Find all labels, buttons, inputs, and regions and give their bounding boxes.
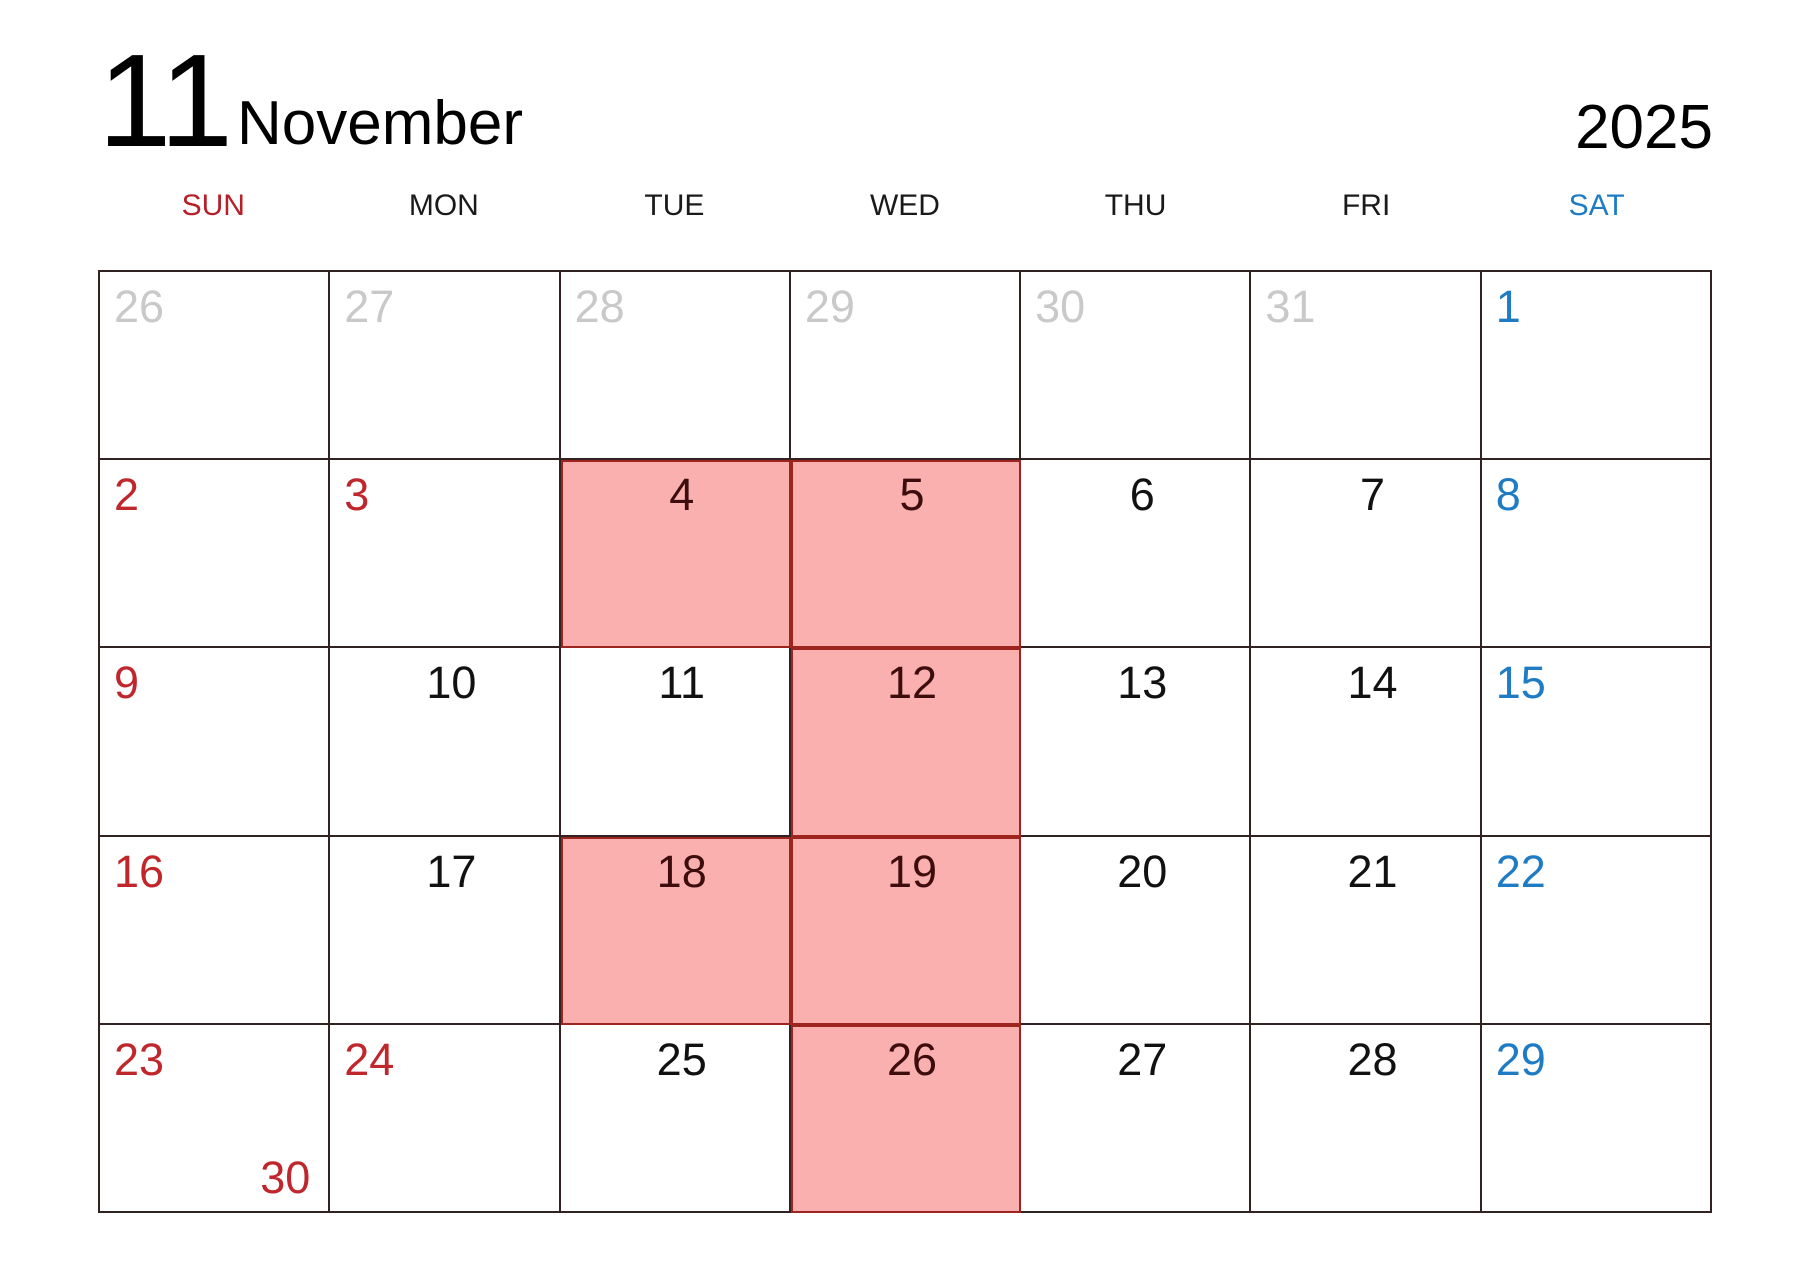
day-cell[interactable]: 26 (100, 272, 331, 461)
day-number: 30 (1035, 281, 1086, 332)
day-number: 14 (1347, 657, 1398, 709)
weekday-header-row: SUN MON TUE WED THU FRI SAT (98, 188, 1712, 224)
day-number: 10 (426, 657, 477, 709)
day-cell[interactable]: 17 (330, 836, 561, 1025)
year-label: 2025 (1575, 93, 1713, 162)
day-cell[interactable]: 21 (1251, 836, 1482, 1025)
month-title-group: 11 November (98, 26, 524, 174)
day-cell[interactable]: 29 (1481, 1024, 1712, 1213)
day-number: 4 (669, 469, 695, 521)
calendar-grid: 26 27 28 29 30 31 1 2 3 4 5 6 7 8 9 10 11 12 13 14 15 16 17 18 1… (98, 270, 1712, 1213)
day-number: 19 (886, 845, 938, 897)
weekday-header-mon: MON (408, 189, 479, 222)
day-cell[interactable]: 16 (100, 836, 331, 1025)
day-number: 11 (658, 657, 706, 709)
day-cell[interactable]: 22 (1481, 836, 1712, 1025)
weekday-header-thu: THU (1104, 189, 1167, 222)
month-name: November (237, 88, 524, 158)
day-cell[interactable]: 18 (560, 836, 791, 1025)
day-cell[interactable]: 19 (790, 836, 1022, 1025)
day-cell[interactable]: 26 (790, 1024, 1022, 1213)
day-cell[interactable]: 27 (330, 272, 561, 461)
day-number: 5 (899, 469, 925, 521)
day-number: 16 (114, 845, 165, 897)
day-cell[interactable]: 11 (560, 648, 791, 837)
day-cell[interactable]: 3 (330, 460, 561, 649)
day-cell[interactable]: 28 (560, 272, 791, 461)
day-number: 22 (1495, 845, 1546, 897)
weekday-header-tue: TUE (644, 189, 705, 222)
day-number: 25 (656, 1033, 707, 1085)
day-cell[interactable]: 10 (330, 648, 561, 837)
overflow-day-number[interactable]: 30 (260, 1151, 311, 1203)
weekday-header-fri: FRI (1341, 189, 1391, 222)
day-number: 26 (886, 1033, 938, 1085)
day-cell[interactable]: 14 (1251, 648, 1482, 837)
day-cell[interactable]: 27 (1021, 1024, 1252, 1213)
day-cell[interactable]: 31 (1251, 272, 1482, 461)
calendar-header: 11 November 2025 (98, 26, 1713, 174)
day-number: 9 (114, 657, 140, 709)
day-number: 6 (1129, 469, 1155, 521)
day-cell[interactable]: 6 (1021, 460, 1252, 649)
weekday-header-sat: SAT (1568, 189, 1625, 222)
day-cell[interactable]: 28 (1251, 1024, 1482, 1213)
day-number: 27 (1117, 1033, 1168, 1085)
day-cell[interactable]: 29 (790, 272, 1022, 461)
day-cell[interactable]: 23 30 (100, 1024, 331, 1213)
day-cell[interactable]: 9 (100, 648, 331, 837)
day-number: 1 (1495, 281, 1521, 332)
day-number: 28 (574, 281, 625, 332)
day-number: 2 (114, 469, 140, 521)
day-number: 3 (344, 469, 370, 521)
day-number: 24 (344, 1033, 395, 1085)
day-cell[interactable]: 30 (1021, 272, 1252, 461)
day-cell[interactable]: 1 (1481, 272, 1712, 461)
day-number: 18 (656, 845, 707, 897)
day-cell[interactable]: 4 (560, 460, 791, 649)
day-number: 12 (886, 657, 938, 709)
day-cell[interactable]: 12 (790, 648, 1022, 837)
day-number: 21 (1347, 845, 1398, 897)
day-number: 26 (114, 281, 165, 332)
day-cell[interactable]: 2 (100, 460, 331, 649)
weekday-header-wed: WED (869, 189, 940, 222)
day-cell[interactable]: 15 (1481, 648, 1712, 837)
day-number: 28 (1347, 1033, 1398, 1085)
day-cell[interactable]: 7 (1251, 460, 1482, 649)
day-cell[interactable]: 25 (560, 1024, 791, 1213)
day-cell[interactable]: 24 (330, 1024, 561, 1213)
day-cell[interactable]: 20 (1021, 836, 1252, 1025)
month-number: 11 (98, 26, 233, 174)
day-cell[interactable]: 5 (790, 460, 1022, 649)
day-number: 29 (804, 281, 855, 332)
day-number: 15 (1495, 657, 1546, 709)
day-number: 7 (1360, 469, 1386, 521)
day-number: 29 (1495, 1033, 1546, 1085)
day-number: 31 (1265, 281, 1316, 332)
day-cell[interactable]: 8 (1481, 460, 1712, 649)
day-number: 8 (1495, 469, 1521, 521)
day-number: 27 (344, 281, 395, 332)
day-number: 17 (426, 845, 477, 897)
day-number: 13 (1117, 657, 1168, 709)
day-number: 23 (114, 1033, 165, 1085)
day-cell[interactable]: 13 (1021, 648, 1252, 837)
weekday-header-sun: SUN (181, 189, 245, 222)
day-number: 20 (1117, 845, 1168, 897)
